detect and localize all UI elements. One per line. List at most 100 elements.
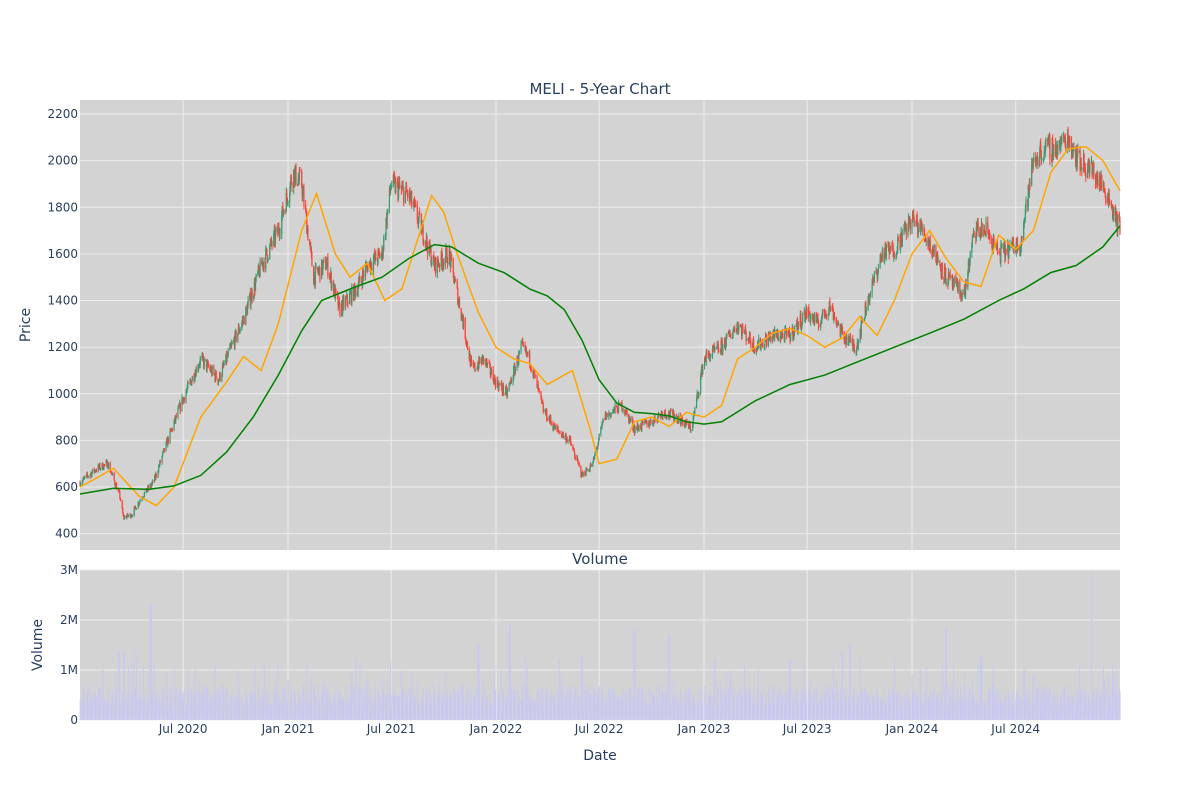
volume-bar <box>434 697 436 720</box>
candle-body <box>734 328 736 333</box>
volume-bar <box>660 693 662 720</box>
candle-body <box>147 486 149 490</box>
volume-bar <box>773 685 775 720</box>
volume-bar <box>702 699 704 720</box>
candle-body <box>835 316 837 323</box>
candle-body <box>91 468 94 473</box>
volume-bar <box>341 696 343 720</box>
candle-body <box>238 326 240 333</box>
volume-tick-label: 2M <box>60 613 78 627</box>
candle-body <box>442 262 445 266</box>
candle-body <box>430 248 432 265</box>
candle-body <box>1093 164 1095 179</box>
candle-body <box>708 351 710 356</box>
volume-bar <box>884 705 886 720</box>
candle-body <box>420 214 422 234</box>
volume-bar <box>258 698 260 720</box>
volume-bar <box>194 691 196 720</box>
volume-bar <box>905 699 907 720</box>
volume-bar <box>568 689 570 720</box>
volume-bar <box>475 693 477 720</box>
candle-body <box>1085 175 1087 178</box>
candle-body <box>849 336 852 342</box>
volume-bar <box>613 695 615 720</box>
volume-bar <box>341 697 343 720</box>
volume-bar <box>167 704 169 720</box>
candle-body <box>297 179 299 186</box>
volume-bar <box>295 694 296 720</box>
volume-bar <box>868 698 870 720</box>
candle-body <box>508 384 510 391</box>
volume-bar <box>290 692 292 720</box>
volume-bar <box>925 667 927 720</box>
volume-bar <box>700 685 702 720</box>
chart-title: MELI - 5-Year Chart <box>529 80 670 98</box>
volume-bar <box>353 685 355 720</box>
volume-bar <box>797 701 799 720</box>
volume-title: Volume <box>572 550 628 568</box>
volume-bar <box>761 700 763 720</box>
volume-bar <box>154 696 156 720</box>
volume-tick-label: 1M <box>60 663 78 677</box>
volume-bar <box>227 689 229 720</box>
candle-body <box>457 288 459 305</box>
candle-body <box>855 351 857 353</box>
volume-bar <box>210 704 212 720</box>
volume-bar <box>612 688 614 720</box>
volume-bar <box>1051 705 1053 720</box>
candle-body <box>758 338 760 348</box>
candle-body <box>177 408 179 418</box>
volume-bar <box>466 686 468 720</box>
volume-bar <box>549 695 551 720</box>
candle-body <box>718 350 720 352</box>
candle-body <box>391 185 393 187</box>
candle-body <box>787 328 789 336</box>
candle-body <box>616 407 618 413</box>
candle-body <box>99 463 101 470</box>
volume-bar <box>590 694 592 720</box>
volume-bar <box>948 686 950 720</box>
volume-bar <box>249 693 251 720</box>
volume-bar <box>963 700 965 720</box>
volume-bar <box>550 689 552 720</box>
volume-bar <box>909 705 911 720</box>
volume-bar <box>980 655 981 720</box>
candle-body <box>991 243 993 251</box>
volume-bar <box>140 696 141 720</box>
volume-bar <box>886 696 887 720</box>
candle-body <box>600 427 602 435</box>
volume-bar <box>828 691 830 720</box>
volume-bar <box>391 694 393 720</box>
volume-bar <box>1020 697 1022 720</box>
volume-bar <box>451 699 453 720</box>
candle-body <box>625 410 628 412</box>
volume-bar <box>764 699 766 720</box>
volume-bar <box>297 702 299 720</box>
candle-body <box>996 243 999 252</box>
volume-bar <box>648 686 650 720</box>
candle-body <box>102 469 104 471</box>
volume-bar <box>546 685 548 720</box>
candle-body <box>638 424 640 431</box>
volume-bar <box>230 694 231 720</box>
candle-body <box>209 366 211 370</box>
volume-bar <box>833 666 834 720</box>
volume-bar <box>438 695 439 720</box>
candle-body <box>732 330 734 335</box>
volume-bar <box>867 693 869 720</box>
volume-bar <box>455 691 457 720</box>
volume-bar <box>820 699 822 720</box>
volume-bar <box>489 691 491 720</box>
volume-bar <box>973 699 975 720</box>
volume-bar <box>497 696 499 720</box>
volume-bar <box>401 691 403 720</box>
volume-bar <box>1088 699 1090 720</box>
volume-bar <box>350 685 352 720</box>
volume-bar <box>101 670 103 720</box>
volume-bar <box>501 687 503 720</box>
volume-bar <box>1071 707 1073 720</box>
candle-body <box>306 213 308 234</box>
candle-body <box>249 292 251 306</box>
candle-body <box>121 500 123 509</box>
candle-body <box>342 298 344 314</box>
